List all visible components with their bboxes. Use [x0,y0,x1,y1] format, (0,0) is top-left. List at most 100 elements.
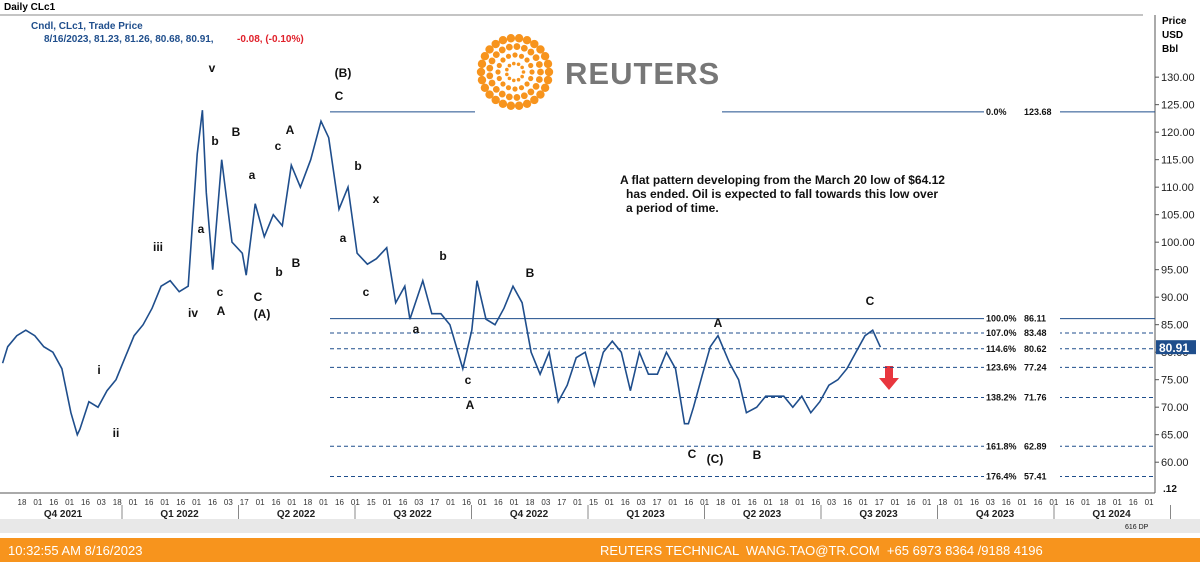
fib-value: 57.41 [1024,471,1047,481]
day-tick-label: 18 [716,498,725,507]
day-tick-label: 01 [891,498,900,507]
scroll-bar[interactable] [0,519,1200,533]
logo-dot [485,45,494,54]
day-tick-label: 17 [240,498,249,507]
logo-dot [511,78,516,83]
logo-dot [505,72,509,77]
day-tick-label: 16 [843,498,852,507]
quarter-label: Q2 2023 [743,509,782,520]
day-tick-label: 16 [145,498,154,507]
logo-dot [524,57,530,63]
wave-label: c [275,139,282,153]
day-tick-label: 03 [986,498,995,507]
day-tick-label: 01 [764,498,773,507]
logo-dot [514,34,524,43]
logo-dot [495,69,501,75]
logo-dot [537,68,544,76]
day-tick-label: 01 [129,498,138,507]
footer-contact: REUTERS TECHNICAL WANG.TAO@TR.COM +65 69… [600,543,1043,558]
logo-dot [543,75,553,85]
day-tick-label: 01 [954,498,963,507]
wave-label: B [526,266,535,280]
logo-dot [529,69,535,75]
wave-label: c [465,373,472,387]
footer-time: 10:32:55 AM 8/16/2023 [8,543,142,558]
day-tick-label: 16 [272,498,281,507]
y-tick-label: 130.00 [1161,72,1195,84]
day-tick-label: 01 [1113,498,1122,507]
logo-dot [512,86,518,92]
day-tick-label: 17 [875,498,884,507]
wave-label: x [373,192,380,206]
day-tick-label: 16 [494,498,503,507]
legend-name: Cndl, CLc1, Trade Price [31,21,143,32]
logo-dot [505,43,513,51]
logo-dot [498,46,506,54]
logo-dot [514,101,524,110]
day-tick-label: 18 [303,498,312,507]
logo-dot [518,53,525,59]
fib-label-bg [984,361,1060,373]
logo-dot [516,77,521,82]
day-tick-label: 03 [97,498,106,507]
day-tick-label: 16 [970,498,979,507]
fib-label-bg [984,391,1060,403]
logo-text: REUTERS [565,56,720,91]
day-tick-label: 16 [462,498,471,507]
logo-dot [544,67,554,77]
fib-percent: 100.0% [986,314,1017,324]
quarter-label: Q4 2021 [44,509,83,520]
day-tick-label: 01 [573,498,582,507]
wave-label: A [714,316,723,330]
day-tick-label: 16 [811,498,820,507]
logo-dot [532,82,540,90]
day-tick-label: 18 [113,498,122,507]
logo-dot [506,101,516,110]
fib-value: 62.89 [1024,441,1047,451]
logo-dot [518,85,525,91]
y-tick-label: 125.00 [1161,100,1195,112]
day-tick-label: 17 [653,498,662,507]
wave-label: ii [113,426,120,440]
fib-percent: 123.6% [986,362,1017,372]
day-tick-label: 16 [621,498,630,507]
day-tick-label: 16 [1002,498,1011,507]
logo-dot [498,36,508,45]
logo-dot [520,92,528,100]
logo-dot [486,64,494,72]
logo-dot [477,59,487,69]
logo-dot [512,52,518,58]
y-tick-label: 85.00 [1161,320,1189,332]
day-tick-label: 01 [478,498,487,507]
wave-label: a [340,231,347,245]
wave-label: C [688,447,697,461]
day-tick-label: 16 [684,498,693,507]
day-tick-label: 01 [668,498,677,507]
wave-label: C [335,89,344,103]
logo-dot [505,93,513,101]
quarter-label: Q3 2023 [859,509,898,520]
wave-label: B [753,448,762,462]
logo-dot [485,90,494,99]
fib-percent: 176.4% [986,471,1017,481]
day-tick-label: 01 [383,498,392,507]
logo-dot [505,67,509,72]
day-tick-label: 16 [399,498,408,507]
day-tick-label: 03 [541,498,550,507]
fib-label-bg [984,470,1060,482]
day-tick-label: 15 [367,498,376,507]
logo-dot [505,85,512,91]
wave-label: B [232,125,241,139]
logo-dot [488,57,496,65]
day-tick-label: 03 [827,498,836,507]
fib-percent: 114.6% [986,344,1016,354]
logo-dot [477,75,487,85]
logo-dot [500,57,506,63]
logo-dot [540,83,550,93]
day-tick-label: 18 [18,498,27,507]
day-tick-label: 01 [510,498,519,507]
day-tick-label: 01 [859,498,868,507]
logo-dot [505,53,512,59]
logo-dot [507,63,512,68]
fib-label-bg [984,327,1060,339]
